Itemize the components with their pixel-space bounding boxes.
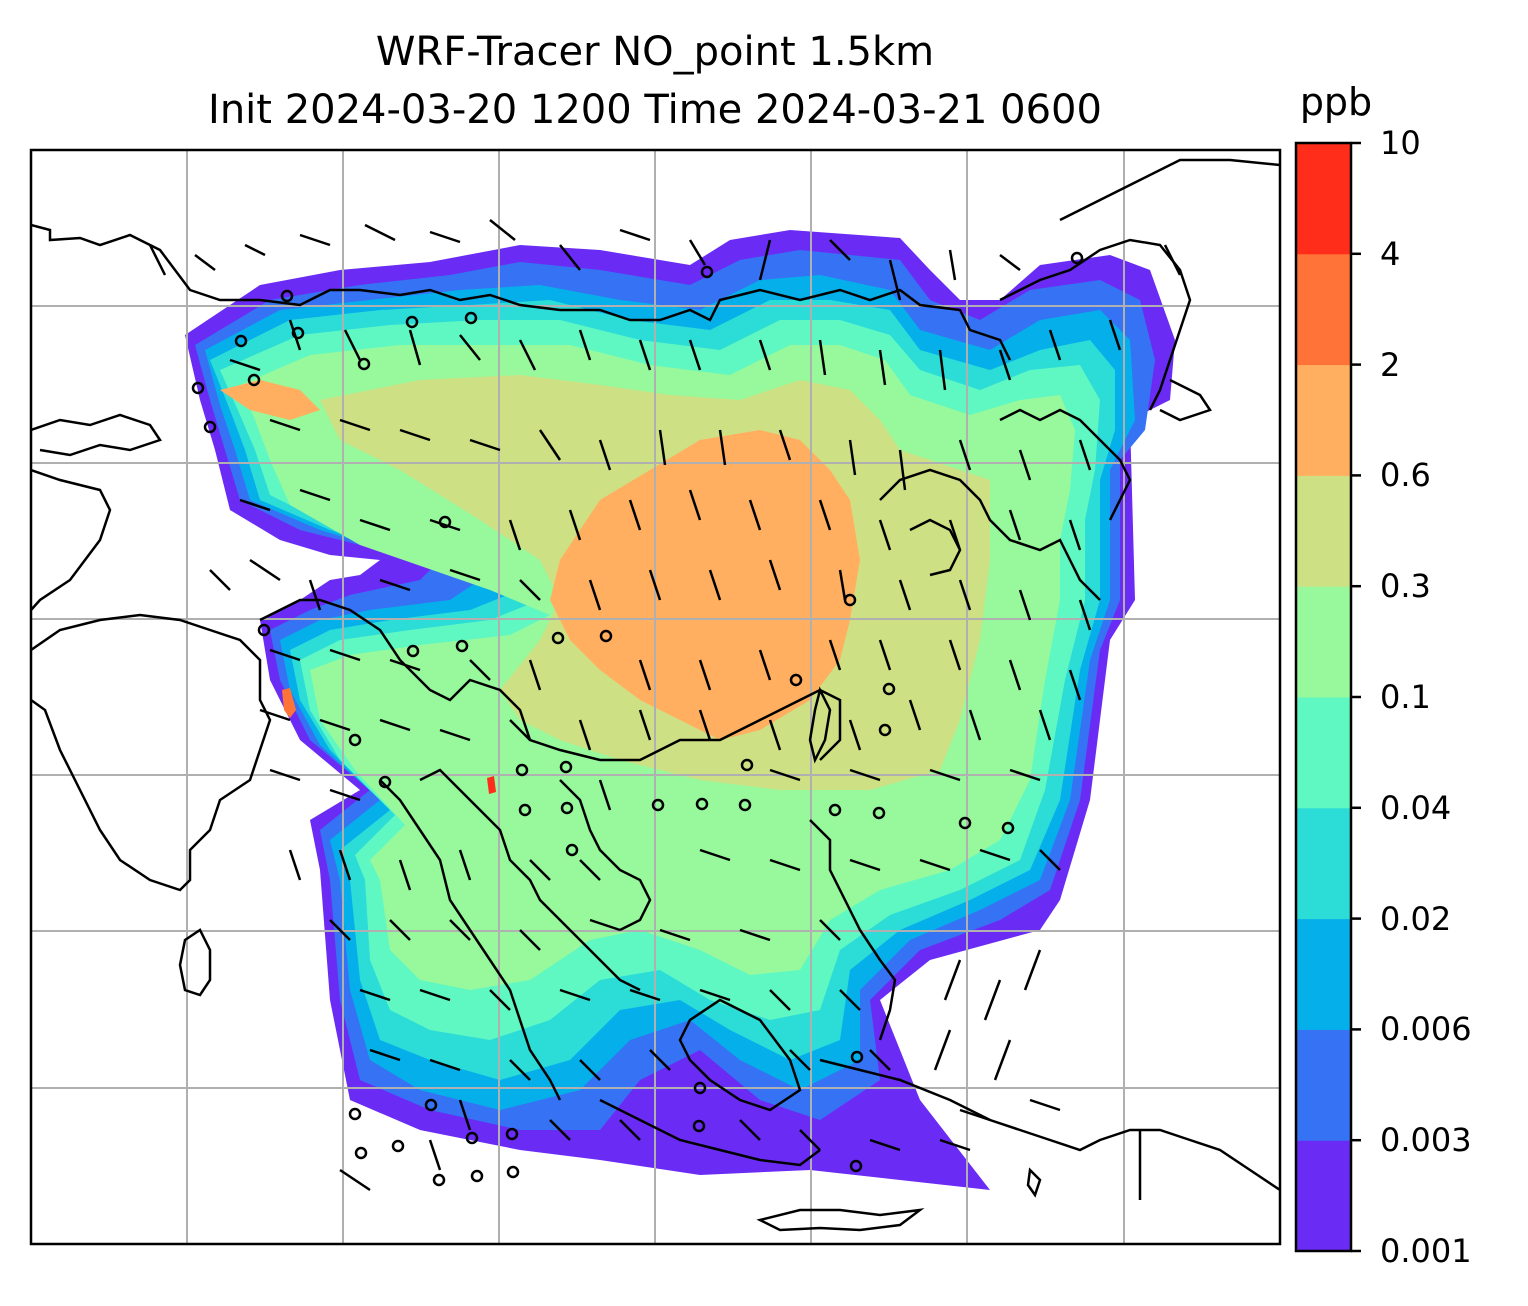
gridlines bbox=[31, 150, 1280, 1244]
calm-markers bbox=[191, 251, 1084, 1187]
colorbar-band bbox=[1296, 1140, 1351, 1252]
colorbar-band bbox=[1296, 1029, 1351, 1141]
map-title-line1: WRF-Tracer NO_point 1.5km bbox=[375, 29, 935, 75]
colorbar-band bbox=[1296, 475, 1351, 587]
colorbar-band bbox=[1296, 586, 1351, 698]
colorbar-tick-label: 0.02 bbox=[1380, 899, 1452, 938]
colorbar-band bbox=[1296, 364, 1351, 476]
tracer-level-2b bbox=[220, 380, 320, 420]
colorbar-tick-label: 0.04 bbox=[1380, 788, 1452, 827]
tracer-field bbox=[185, 230, 1175, 1190]
colorbar-unit-label: ppb bbox=[1299, 80, 1373, 124]
wind-barbs bbox=[148, 219, 1182, 1192]
colorbar-tick-label: 0.3 bbox=[1380, 567, 1431, 606]
colorbar-tick-label: 0.1 bbox=[1380, 678, 1431, 716]
colorbar-band bbox=[1296, 253, 1351, 366]
colorbar bbox=[1294, 141, 1361, 1253]
colorbar-tick-label: 0.001 bbox=[1380, 1232, 1472, 1270]
colorbar-band bbox=[1296, 697, 1351, 809]
colorbar-band bbox=[1296, 918, 1351, 1030]
colorbar-tick-label: 0.6 bbox=[1380, 456, 1431, 495]
tracer-level-10 bbox=[487, 776, 496, 794]
colorbar-tick-label: 10 bbox=[1380, 124, 1421, 162]
colorbar-tick-label: 0.006 bbox=[1380, 1010, 1472, 1049]
colorbar-band bbox=[1296, 143, 1351, 255]
colorbar-tick-label: 0.003 bbox=[1380, 1121, 1472, 1160]
tracer-level-2 bbox=[550, 430, 860, 740]
colorbar-tick-label: 4 bbox=[1380, 234, 1401, 273]
map-title-line2: Init 2024-03-20 1200 Time 2024-03-21 060… bbox=[208, 87, 1102, 133]
colorbar-tick-label: 2 bbox=[1380, 345, 1401, 384]
tracer-level-4 bbox=[282, 688, 296, 718]
colorbar-band bbox=[1296, 807, 1351, 920]
map-frame bbox=[29, 148, 1282, 1246]
